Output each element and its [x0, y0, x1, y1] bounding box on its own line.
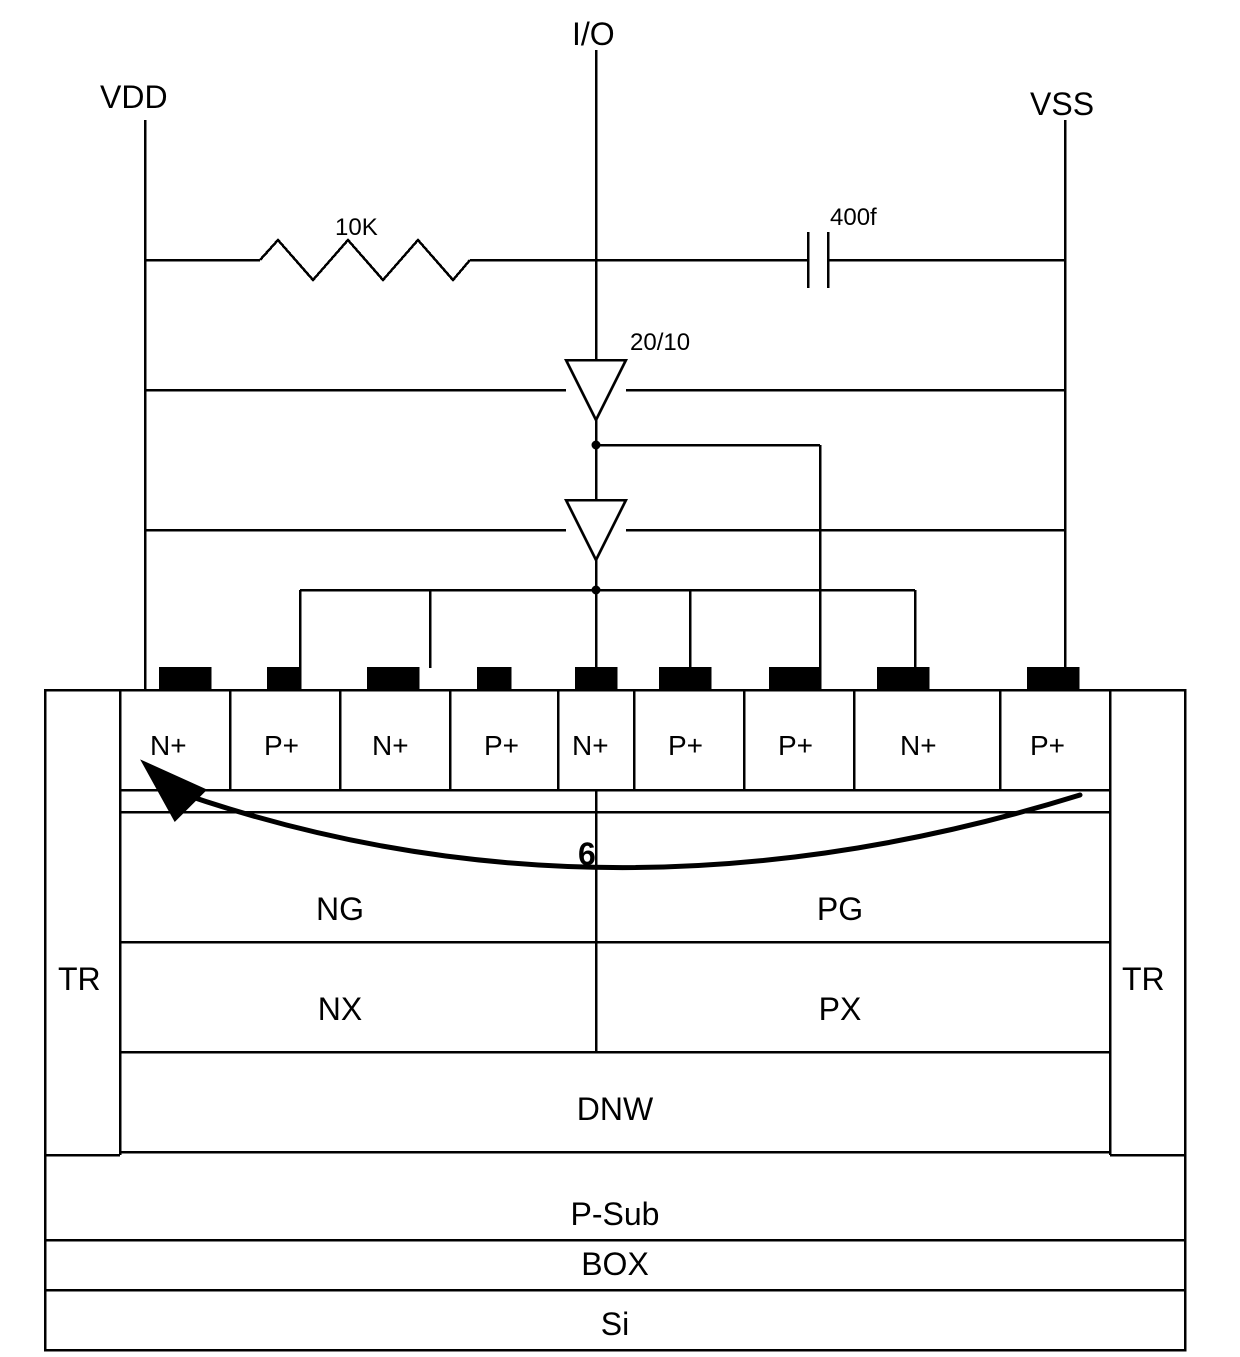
label-PX: PX	[819, 991, 862, 1027]
label-tr-left: TR	[58, 961, 101, 997]
label-Si: Si	[601, 1306, 629, 1342]
label-PSub: P-Sub	[571, 1196, 660, 1232]
label-NX: NX	[318, 991, 362, 1027]
diff-1: P+	[264, 730, 299, 761]
label-cap: 400f	[830, 204, 877, 231]
current-arrow-path	[158, 785, 1080, 868]
diff-8: P+	[1030, 730, 1065, 761]
label-BOX: BOX	[581, 1246, 649, 1282]
label-vdd: VDD	[100, 79, 168, 115]
diff-3: P+	[484, 730, 519, 761]
label-PG: PG	[817, 891, 863, 927]
diff-7: N+	[900, 730, 937, 761]
label-NG: NG	[316, 891, 364, 927]
label-tr-right: TR	[1122, 961, 1165, 997]
label-inv1-ratio: 20/10	[630, 329, 690, 356]
diff-5: P+	[668, 730, 703, 761]
label-DNW: DNW	[577, 1091, 654, 1127]
inverter1-icon	[566, 360, 626, 420]
diff-2: N+	[372, 730, 409, 761]
label-vss: VSS	[1030, 86, 1094, 122]
diff-6: P+	[778, 730, 813, 761]
label-arrow-number: 6	[578, 836, 596, 872]
label-io: I/O	[572, 16, 615, 52]
diff-0: N+	[150, 730, 187, 761]
diff-4: N+	[572, 730, 609, 761]
contacts-row	[160, 668, 1078, 690]
inverter2-icon	[566, 500, 626, 560]
label-resistor: 10K	[335, 214, 378, 241]
resistor-icon	[260, 240, 470, 280]
